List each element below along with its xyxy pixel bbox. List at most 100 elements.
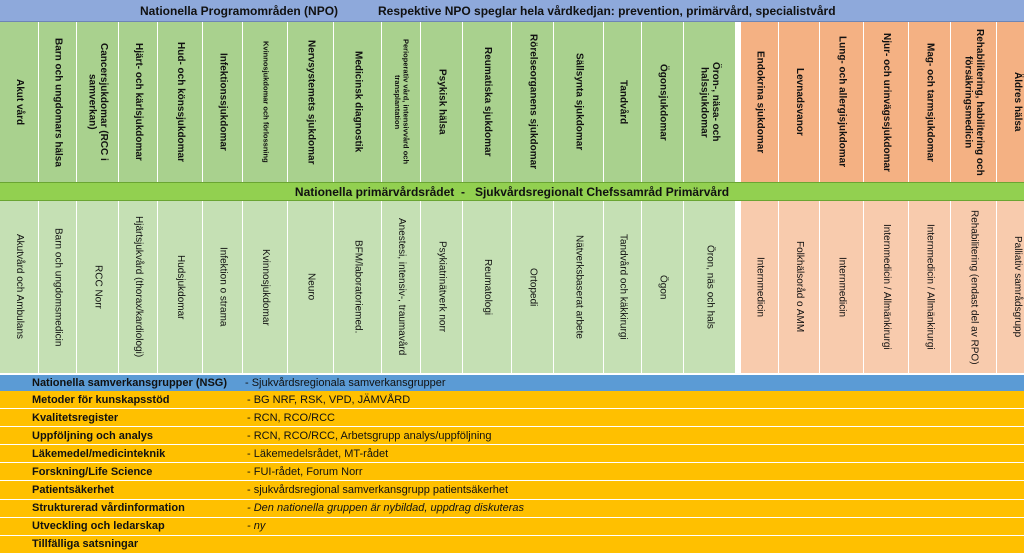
primary-care-column-label: Internmedicin / Allmänkirurgi: [880, 224, 892, 350]
npo-column-label: Tandvård: [617, 79, 629, 125]
npo-column-label: Perioperativ vård, intensivvård och tran…: [393, 39, 411, 165]
nsg-label: Nationella samverkansgrupper (NSG): [32, 377, 228, 389]
npo-column-label: Reumatiska sjukdomar: [481, 47, 493, 157]
npo-column-label: Psykisk hälsa: [436, 69, 448, 135]
primary-care-column: Rehabilitering (endast del av RPO): [951, 201, 997, 373]
row-value: - ny: [247, 520, 266, 533]
npo-column: Rehabilitering, habilitering och försäkr…: [951, 22, 997, 182]
npo-column: Äldres hälsa: [997, 22, 1024, 182]
npo-column: Barn och ungdomars hälsa: [39, 22, 77, 182]
primary-care-column-label: Rehabilitering (endast del av RPO): [968, 209, 980, 365]
primary-care-column: Reumatologi: [463, 201, 512, 373]
row-label: Utveckling och ledarskap: [32, 520, 165, 533]
primary-care-column-label: Tandvård och käkkirurgi: [617, 234, 629, 340]
collaboration-row: Kvalitetsregister - RCN, RCO/RCC: [0, 409, 1024, 428]
npo-column: Tandvård: [604, 22, 642, 182]
row-label: Forskning/Life Science: [32, 465, 153, 478]
npo-column-label: Hjärt- och kärlsjukdomar: [132, 43, 144, 161]
primary-care-column-label: Internmedicin / Allmänkirurgi: [924, 224, 936, 350]
collaboration-row: Patientsäkerhet - sjukvårdsregional samve…: [0, 481, 1024, 500]
primary-care-column-label: Nätverksbaserat arbete: [573, 235, 585, 339]
primary-care-column-label: Hudsjukdomar: [174, 254, 186, 320]
npo-column-label: Rörelseorganens sjukdomar: [527, 34, 539, 170]
npo-column: Reumatiska sjukdomar: [463, 22, 512, 182]
primary-care-column: Folkhälsoråd o AMM: [779, 201, 820, 373]
row-value: - RCN, RCO/RCC: [247, 411, 335, 424]
primary-care-column-label: Ortopedi: [527, 267, 539, 307]
npo-column: Hjärt- och kärlsjukdomar: [119, 22, 158, 182]
npo-column-label: Cancersjukdomar (RCC i samverkan): [86, 43, 110, 161]
row-value: - Den nationella gruppen är nybildad, up…: [247, 502, 525, 515]
primary-care-column: Internmedicin: [736, 201, 779, 373]
nsg-value: - Sjukvårdsregionala samverkansgrupper: [245, 377, 446, 389]
primary-care-column-label: Internmedicin: [754, 256, 766, 318]
npo-column-label: Akut vård: [13, 78, 25, 126]
npo-column: Lung- och allergisjukdomar: [820, 22, 864, 182]
primary-care-column-label: RCC Norr: [92, 265, 104, 309]
npo-column: Cancersjukdomar (RCC i samverkan): [77, 22, 119, 182]
collaboration-row: Metoder för kunskapsstöd - BG NRF, RSK, V…: [0, 391, 1024, 410]
primary-care-column: Internmedicin: [820, 201, 864, 373]
row-value: - BG NRF, RSK, VPD, JÄMVÅRD: [247, 393, 411, 406]
npo-column-label: Barn och ungdomars hälsa: [52, 37, 64, 167]
npo-column-label: Äldres hälsa: [1011, 72, 1023, 132]
collaboration-row: Tillfälliga satsningar: [0, 535, 1024, 554]
npo-column-label: Sällsynta sjukdomar: [573, 53, 585, 151]
primary-care-column-label: Reumatologi: [481, 258, 493, 316]
npo-column: Sällsynta sjukdomar: [554, 22, 604, 182]
primary-care-column: Öron, näs och hals: [684, 201, 736, 373]
collaboration-rows: Metoder för kunskapsstöd - BG NRF, RSK, V…: [0, 391, 1024, 554]
npo-header-banner: Nationella Programområden (NPO) Respekti…: [0, 0, 1024, 22]
primary-care-column-label: Akutvård och Ambulans: [13, 234, 25, 340]
primary-care-column: Barn och ungdomsmedicin: [39, 201, 77, 373]
primary-care-column-label: Anestesi, intensiv-, traumavård: [395, 218, 407, 356]
npo-column-label: Lung- och allergisjukdomar: [836, 36, 848, 168]
row-label: Kvalitetsregister: [32, 411, 119, 424]
primary-care-column: Neuro: [288, 201, 334, 373]
npo-column: Perioperativ vård, intensivvård och tran…: [382, 22, 421, 182]
npo-column: Akut vård: [0, 22, 39, 182]
npo-column: Öron-, näsa- och halssjukdomar: [684, 22, 736, 182]
npo-column: Mag- och tarmsjukdomar: [909, 22, 951, 182]
npo-column: Medicinsk diagnostik: [334, 22, 382, 182]
row-label: Patientsäkerhet: [32, 484, 114, 497]
npo-column-label: Rehabilitering, habilitering och försäkr…: [962, 28, 986, 176]
npo-column-label: Ögonsjukdomar: [657, 63, 669, 141]
npo-column: Njur- och urinvägssjukdomar: [864, 22, 909, 182]
npo-column-label: Öron-, näsa- och halssjukdomar: [698, 62, 722, 142]
primary-care-column: Internmedicin / Allmänkirurgi: [864, 201, 909, 373]
primary-care-column-label: Infektion o strama: [217, 247, 229, 327]
primary-care-column-label: BFM/laboratoriemed.: [352, 240, 364, 334]
npo-column-label: Endokrina sjukdomar: [754, 50, 766, 154]
primary-care-column-label: Kvinnosjukdomar: [259, 248, 271, 326]
primary-care-column-label: Psykiatrinätverk norr: [436, 241, 448, 333]
npo-column-label: Medicinsk diagnostik: [352, 51, 364, 153]
row-label: Strukturerad vårdinformation: [32, 502, 185, 515]
primary-care-column-label: Folkhälsoråd o AMM: [793, 241, 805, 333]
row-value: - FUI-rådet, Forum Norr: [247, 465, 363, 478]
primary-care-column-label: Hjärtsjukvård (thorax/kardiologi): [132, 216, 144, 358]
primary-care-column: BFM/laboratoriemed.: [334, 201, 382, 373]
row-label: Läkemedel/medicinteknik: [32, 447, 166, 460]
primary-care-column-label: Ögon: [657, 274, 669, 300]
collaboration-row: Utveckling och ledarskap - ny: [0, 517, 1024, 536]
npo-column: Kvinnosjukdomar och förlossning: [243, 22, 288, 182]
primary-care-columns: Akutvård och Ambulans Barn och ungdomsmed…: [0, 201, 1024, 373]
npo-column-label: Hud- och könssjukdomar: [174, 41, 186, 162]
primary-care-column: Psykiatrinätverk norr: [421, 201, 463, 373]
primary-care-column: Ögon: [642, 201, 684, 373]
primary-care-column: Ortopedi: [512, 201, 554, 373]
row-label: Uppföljning och analys: [32, 429, 154, 442]
primary-care-column-label: Internmedicin: [836, 256, 848, 318]
npo-column-label: Mag- och tarmsjukdomar: [924, 42, 936, 162]
primary-care-column: RCC Norr: [77, 201, 119, 373]
npo-column-label: Kvinnosjukdomar och förlossning: [261, 41, 271, 163]
primary-care-column: Palliativ samrådsgrupp: [997, 201, 1024, 373]
npo-column-label: Infektionssjukdomar: [217, 53, 229, 151]
npo-header-subtitle: Respektive NPO speglar hela vårdkedjan: …: [378, 3, 836, 18]
primary-care-column-label: Barn och ungdomsmedicin: [52, 227, 64, 347]
row-value: - sjukvårdsregional samverkansgrupp pati…: [247, 484, 509, 497]
npo-header-title: Nationella Programområden (NPO): [140, 3, 339, 18]
collaboration-row: Strukturerad vårdinformation - Den nation…: [0, 499, 1024, 518]
primary-care-column-label: Öron, näs och hals: [704, 245, 716, 329]
